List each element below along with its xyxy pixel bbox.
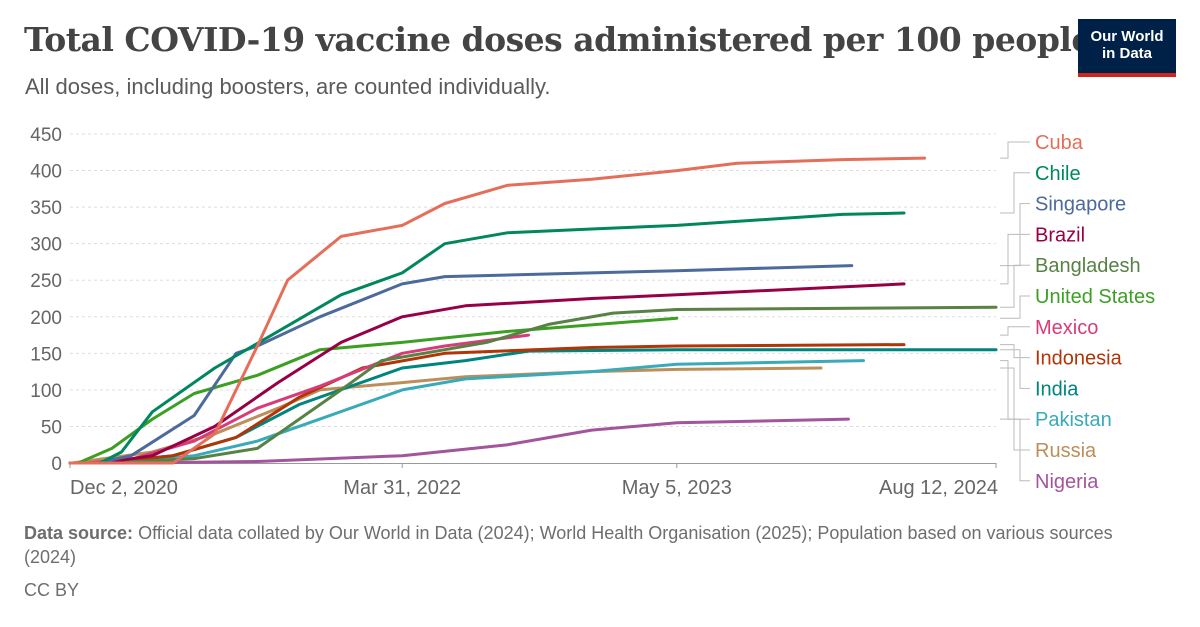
y-tick-label: 400 bbox=[30, 162, 62, 183]
legend-connector bbox=[1000, 418, 1030, 482]
y-tick-label: 0 bbox=[51, 454, 62, 475]
y-axis: 0 50 100 150 200 250 300 350 400 450 bbox=[30, 125, 62, 475]
legend-connector bbox=[1000, 360, 1030, 420]
legend-label-brazil: Brazil bbox=[1035, 224, 1085, 246]
legend-connector bbox=[1000, 295, 1030, 319]
chart-subtitle: All doses, including boosters, are count… bbox=[25, 74, 551, 99]
y-tick-label: 100 bbox=[30, 381, 62, 402]
series-line-united-states bbox=[76, 316, 679, 465]
x-axis: Dec 2, 2020 Mar 31, 2022 May 5, 2023 Aug 12… bbox=[69, 463, 998, 499]
legend-label-pakistan: Pakistan bbox=[1035, 409, 1112, 431]
x-tick-label: Dec 2, 2020 bbox=[70, 477, 178, 499]
legend-label-mexico: Mexico bbox=[1035, 317, 1098, 339]
legend-label-indonesia: Indonesia bbox=[1035, 348, 1123, 370]
x-tick-label: Aug 12, 2024 bbox=[879, 477, 998, 499]
series-line-singapore bbox=[68, 264, 854, 465]
x-tick-label: Mar 31, 2022 bbox=[343, 477, 461, 499]
series-line-cuba bbox=[68, 156, 927, 465]
legend-connector bbox=[1000, 326, 1030, 336]
logo-accent-bar bbox=[1078, 73, 1176, 77]
logo-line-1: Our World bbox=[1090, 28, 1164, 45]
legend-label-nigeria: Nigeria bbox=[1035, 471, 1099, 493]
legend-label-bangladesh: Bangladesh bbox=[1035, 255, 1141, 277]
series-line-brazil bbox=[68, 282, 906, 465]
legend: Cuba Chile Singapore Brazil Bangladesh United… bbox=[1000, 132, 1155, 493]
legend-connector bbox=[1000, 349, 1030, 389]
source-text: Official data collated by Our World in D… bbox=[24, 523, 1113, 567]
legend-label-russia: Russia bbox=[1035, 440, 1097, 462]
y-tick-label: 50 bbox=[41, 417, 62, 438]
legend-connector bbox=[1000, 367, 1030, 451]
series-line-nigeria bbox=[132, 417, 850, 465]
legend-connector bbox=[1000, 141, 1030, 159]
legend-label-united-states: United States bbox=[1035, 286, 1155, 308]
y-tick-label: 350 bbox=[30, 198, 62, 219]
owid-logo[interactable]: Our World in Data bbox=[1078, 19, 1176, 77]
y-tick-label: 200 bbox=[30, 308, 62, 329]
source-note: Data source: Official data collated by O… bbox=[24, 521, 1164, 569]
series-line-bangladesh bbox=[68, 305, 998, 465]
series-lines bbox=[68, 156, 998, 465]
legend-label-cuba: Cuba bbox=[1035, 132, 1084, 154]
legend-label-singapore: Singapore bbox=[1035, 194, 1126, 216]
grid-lines bbox=[70, 133, 996, 427]
logo-line-2: in Data bbox=[1101, 45, 1152, 62]
legend-label-chile: Chile bbox=[1035, 163, 1081, 185]
legend-connector bbox=[1000, 264, 1030, 308]
y-tick-label: 150 bbox=[30, 344, 62, 365]
y-tick-label: 450 bbox=[30, 125, 62, 146]
legend-connector bbox=[1000, 344, 1030, 359]
source-label: Data source: bbox=[24, 523, 134, 543]
series-line-pakistan bbox=[111, 359, 865, 465]
y-tick-label: 250 bbox=[30, 271, 62, 292]
chart-title: Total COVID-19 vaccine doses administere… bbox=[24, 20, 1092, 59]
y-tick-label: 300 bbox=[30, 235, 62, 256]
x-tick-label: May 5, 2023 bbox=[622, 477, 732, 499]
license-link[interactable]: CC BY bbox=[24, 580, 80, 600]
legend-connector bbox=[1000, 233, 1030, 285]
legend-label-india: India bbox=[1035, 378, 1079, 400]
legend-connector bbox=[1000, 172, 1030, 214]
series-line-chile bbox=[68, 211, 906, 465]
